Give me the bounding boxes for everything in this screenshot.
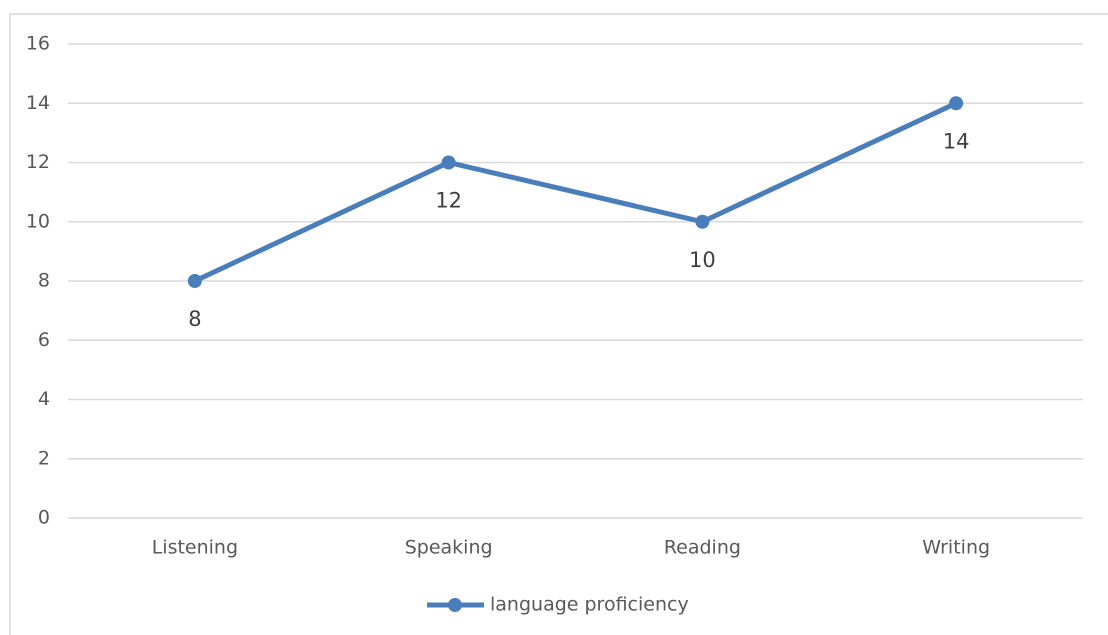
legend-marker <box>448 598 462 612</box>
data-label: 12 <box>435 189 462 213</box>
y-tick-label: 4 <box>38 388 50 410</box>
y-tick-label: 12 <box>26 151 50 173</box>
data-point <box>187 274 202 288</box>
y-tick-label: 14 <box>26 92 50 114</box>
y-tick-label: 6 <box>38 329 50 351</box>
data-label: 14 <box>943 129 970 153</box>
x-tick-label: Listening <box>152 537 238 559</box>
data-label: 10 <box>689 248 716 272</box>
y-tick-label: 2 <box>38 447 50 469</box>
data-label: 8 <box>188 307 201 331</box>
x-tick-label: Reading <box>664 537 741 559</box>
legend-label: language proficiency <box>490 594 689 616</box>
y-tick-label: 0 <box>38 507 50 529</box>
y-tick-label: 8 <box>38 270 50 292</box>
y-tick-label: 10 <box>26 210 50 232</box>
x-tick-label: Writing <box>922 537 990 559</box>
x-tick-label: Speaking <box>405 537 493 559</box>
series-line <box>193 100 958 284</box>
data-point <box>949 96 964 111</box>
data-point <box>441 155 456 170</box>
data-point <box>695 214 710 229</box>
y-tick-label: 16 <box>26 33 50 55</box>
